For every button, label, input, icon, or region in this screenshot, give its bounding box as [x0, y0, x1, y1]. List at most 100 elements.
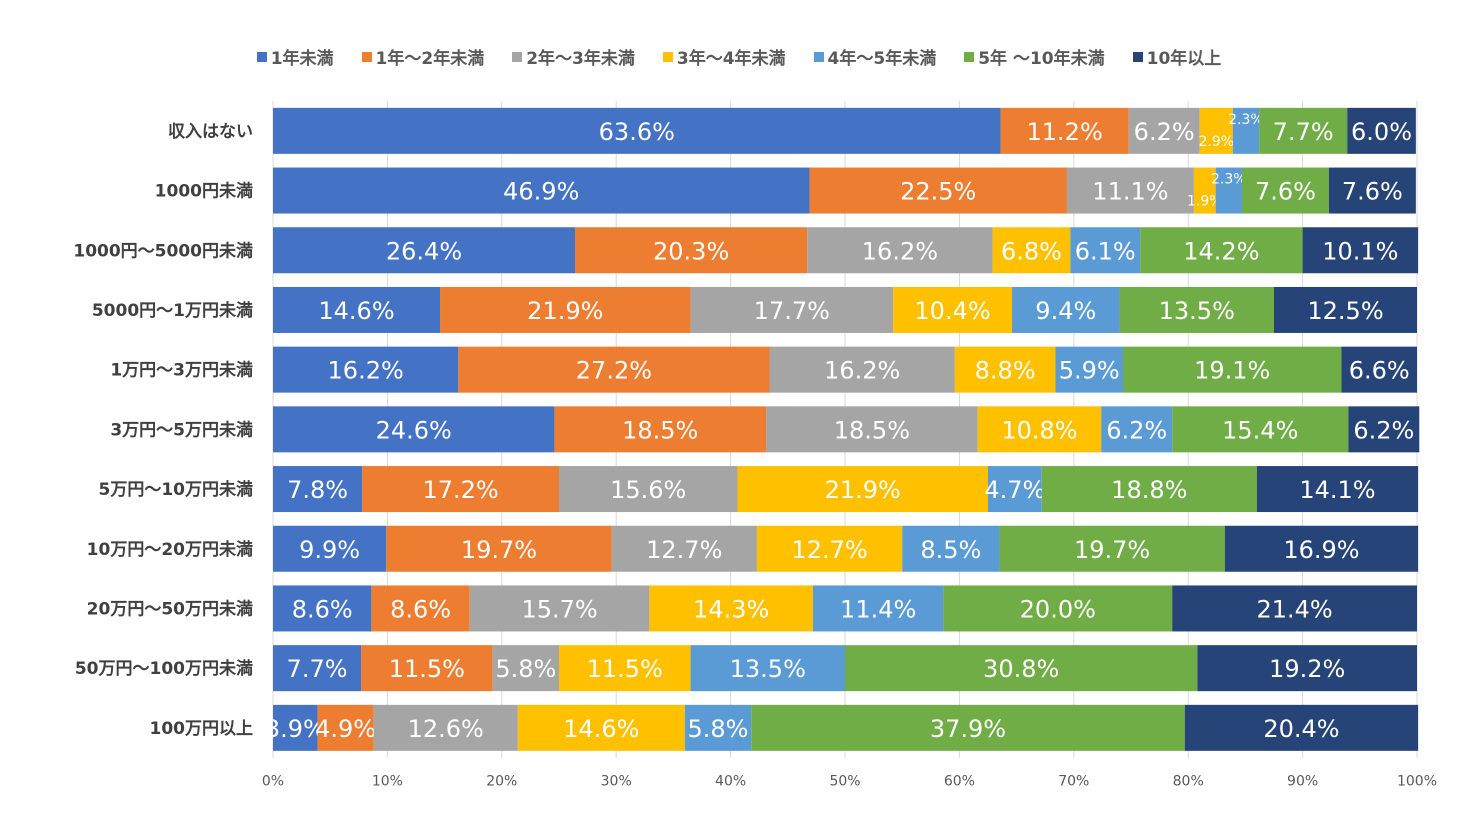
bar-segment: [684, 704, 752, 751]
bar-segment: [1241, 167, 1329, 214]
bar-segment: [273, 286, 441, 333]
data-label: 63.6%: [599, 118, 675, 146]
category-label: 5000円～1万円未満: [92, 300, 253, 321]
data-label: 16.2%: [328, 357, 404, 385]
data-label: 8.6%: [292, 595, 353, 623]
bar-segment: [845, 645, 1198, 692]
category-label: 1000円～5000円未満: [73, 240, 253, 261]
data-label: 10.8%: [1001, 416, 1077, 444]
bar-segment: [1122, 346, 1342, 393]
bar-segment: [1140, 227, 1303, 274]
bar-segment: [273, 525, 387, 572]
bar-segment: [1172, 585, 1417, 632]
data-label: 12.5%: [1307, 297, 1383, 325]
data-label: 20.3%: [653, 237, 729, 265]
data-label: 19.7%: [1074, 536, 1150, 564]
bar-segment: [1197, 645, 1417, 692]
data-label: 30.8%: [983, 655, 1059, 683]
legend-item: 3年～4年未満: [662, 44, 786, 69]
bar-segment: [1302, 227, 1419, 274]
bar-segment: [317, 704, 374, 751]
bar-segment: [1193, 167, 1216, 214]
bar-segment: [756, 525, 903, 572]
category-label: 収入はない: [168, 122, 253, 142]
x-tick-label: 20%: [486, 774, 517, 790]
bar-segment: [559, 466, 738, 513]
legend-item: 4年～5年未満: [813, 44, 936, 69]
data-label: 15.6%: [610, 476, 686, 504]
data-label: 4.9%: [315, 715, 376, 743]
bar-segment: [1274, 286, 1417, 333]
bar-segment: [1341, 346, 1417, 393]
data-label: 13.5%: [1159, 297, 1235, 325]
data-label: 12.6%: [408, 715, 484, 743]
data-label: 14.3%: [693, 595, 769, 623]
data-label: 10.4%: [914, 297, 990, 325]
data-label: 37.9%: [930, 715, 1006, 743]
bar-segment: [1119, 286, 1274, 333]
data-label: 5.9%: [1059, 357, 1120, 385]
bar-segment: [371, 585, 470, 632]
data-label: 17.2%: [422, 476, 498, 504]
bar-segment: [273, 227, 576, 274]
bar-segment: [273, 406, 555, 453]
data-label: 12.7%: [646, 536, 722, 564]
bar-segment: [440, 286, 691, 333]
bar-segment: [769, 346, 955, 393]
data-label: 14.6%: [563, 715, 639, 743]
category-label: 5万円～10万円未満: [99, 479, 254, 500]
x-tick-label: 10%: [372, 774, 403, 790]
x-tick-label: 50%: [829, 774, 860, 790]
bar-segment: [766, 406, 978, 453]
data-label: 46.9%: [503, 178, 579, 206]
data-label: 21.9%: [825, 476, 901, 504]
data-label: 14.6%: [318, 297, 394, 325]
legend-swatch: [813, 51, 824, 62]
category-label: 20万円～50万円未満: [87, 598, 253, 619]
data-label: 16.2%: [862, 237, 938, 265]
legend-swatch: [361, 51, 372, 62]
bar-segment: [1232, 107, 1260, 154]
bar-segment: [1066, 167, 1194, 214]
legend-label: 1年～2年未満: [375, 49, 485, 69]
data-label: 18.5%: [834, 416, 910, 444]
bar-segment: [812, 585, 944, 632]
bar-segment: [902, 525, 1000, 572]
data-label: 8.6%: [390, 595, 451, 623]
bar-segment: [273, 466, 363, 513]
x-tick-label: 0%: [262, 774, 284, 790]
legend-label: 1年未満: [270, 49, 334, 69]
bar-segment: [988, 466, 1042, 513]
data-label: 6.0%: [1351, 118, 1412, 146]
bar-segment: [1328, 167, 1416, 214]
legend-swatch: [964, 51, 975, 62]
data-label: 17.7%: [754, 297, 830, 325]
bar-segment: [954, 346, 1056, 393]
bar-segment: [273, 107, 1001, 154]
data-label: 7.7%: [287, 655, 348, 683]
data-label: 13.5%: [730, 655, 806, 683]
data-label: 26.4%: [386, 237, 462, 265]
bar-segment: [362, 466, 559, 513]
bar-segment: [649, 585, 813, 632]
category-label: 1万円～3万円未満: [110, 360, 253, 381]
bar-segment: [690, 286, 894, 333]
bar-segment: [492, 645, 559, 692]
bar-segment: [893, 286, 1013, 333]
x-tick-label: 40%: [715, 774, 746, 790]
data-label: 19.2%: [1269, 655, 1345, 683]
bar-segment: [458, 346, 770, 393]
legend: 1年未満 1年～2年未満 2年～3年未満 3年～4年未満 4年～5年未満 5年 ～10年未…: [0, 44, 1478, 69]
bar-segment: [373, 704, 518, 751]
data-label: 6.2%: [1353, 416, 1414, 444]
data-label: 2.9%: [1198, 134, 1234, 150]
bar-segment: [575, 227, 808, 274]
bar-segment: [1070, 227, 1141, 274]
data-label: 14.2%: [1183, 237, 1259, 265]
data-label: 5.8%: [495, 655, 556, 683]
data-label: 11.5%: [587, 655, 663, 683]
data-label: 2.3%: [1228, 112, 1264, 128]
data-label: 11.1%: [1092, 178, 1168, 206]
bar-segment: [559, 645, 691, 692]
bar-segment: [273, 585, 372, 632]
